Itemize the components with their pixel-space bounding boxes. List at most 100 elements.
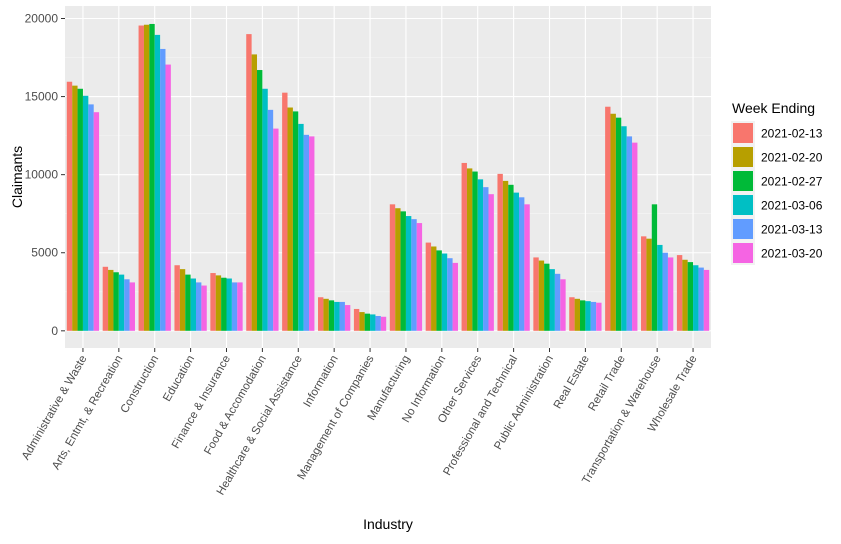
bar: [190, 278, 196, 331]
bar: [318, 297, 324, 331]
bar: [231, 282, 238, 331]
plot-panel: [65, 6, 711, 348]
x-tick-label: Professional and Technical: [442, 354, 521, 478]
bar: [698, 267, 704, 331]
x-tick-label: Education: [161, 354, 197, 404]
bar: [129, 282, 135, 331]
legend-swatch: [733, 123, 753, 143]
y-tick-label: 15000: [25, 90, 59, 104]
legend: Week Ending 2021-02-13 2021-02-20 2021-02-…: [731, 100, 823, 265]
x-tick-label: Administrative & Waste: [20, 354, 90, 463]
bar: [334, 301, 340, 331]
bar: [215, 275, 222, 331]
bar: [687, 262, 694, 331]
bar: [477, 179, 484, 331]
bar: [165, 64, 171, 331]
bar: [389, 204, 396, 331]
y-axis-title: Claimants: [9, 146, 25, 208]
bar: [405, 216, 412, 331]
bar: [262, 88, 268, 331]
bar: [676, 255, 683, 331]
bar: [375, 315, 381, 331]
bar: [651, 204, 658, 331]
bar: [108, 269, 114, 331]
bar: [416, 223, 423, 331]
bar: [143, 24, 150, 331]
bar: [323, 298, 329, 331]
bar: [309, 136, 315, 331]
bar: [590, 301, 597, 331]
bar: [610, 113, 616, 331]
bar: [66, 81, 73, 331]
bar: [544, 263, 550, 331]
bar: [524, 204, 530, 331]
legend-title: Week Ending: [732, 100, 815, 116]
bar: [292, 111, 299, 331]
x-tick-label: Information: [302, 354, 341, 410]
bar: [257, 70, 263, 331]
bar: [210, 273, 216, 331]
bar: [328, 300, 335, 331]
bar: [513, 192, 519, 331]
bar: [605, 106, 611, 331]
bar: [273, 128, 279, 331]
bar: [626, 136, 633, 331]
bar: [113, 272, 119, 331]
bar: [160, 48, 166, 331]
bar: [267, 109, 274, 331]
x-tick-label: Management of Companies: [296, 353, 377, 482]
bar: [667, 257, 674, 331]
minor-gridlines: [65, 57, 711, 293]
bar: [657, 244, 663, 331]
legend-swatch: [733, 243, 753, 263]
y-tick-label: 0: [51, 324, 58, 338]
bar: [282, 92, 288, 331]
legend-label: 2021-02-13: [761, 127, 823, 141]
bar: [400, 211, 406, 331]
bar: [303, 134, 310, 331]
bar: [560, 279, 566, 331]
bar: [580, 300, 586, 331]
bar: [179, 269, 186, 331]
bar: [472, 171, 478, 331]
bar: [596, 302, 602, 331]
bar: [518, 197, 525, 331]
y-tick-label: 10000: [25, 168, 59, 182]
bar: [359, 312, 365, 331]
bar: [411, 219, 417, 331]
x-tick-label: Arts, Entmt, & Recreation: [50, 354, 125, 472]
bar: [615, 117, 622, 331]
bar: [339, 301, 345, 331]
bar: [569, 297, 575, 331]
bar: [574, 298, 581, 331]
bar: [102, 266, 109, 331]
x-axis-title: Industry: [363, 516, 413, 532]
bar: [154, 34, 161, 331]
bar: [88, 104, 94, 331]
bar: [185, 274, 191, 331]
bar: [82, 95, 89, 331]
bar: [533, 257, 539, 331]
legend-label: 2021-03-13: [761, 223, 823, 237]
bar: [461, 162, 467, 331]
bar: [549, 269, 555, 331]
legend-swatch: [733, 171, 753, 191]
legend-swatch: [733, 147, 753, 167]
bar: [118, 274, 125, 331]
bar: [488, 194, 494, 331]
bar: [201, 285, 207, 331]
bar: [502, 180, 509, 331]
bar: [149, 23, 155, 331]
legend-label: 2021-02-20: [761, 151, 823, 165]
bar: [77, 88, 83, 331]
bar: [251, 54, 258, 331]
bar: [662, 252, 668, 331]
bar: [138, 25, 144, 331]
bar: [483, 187, 489, 331]
bar: [447, 258, 453, 331]
bar: [425, 242, 432, 331]
bar: [298, 123, 304, 331]
bar: [174, 265, 180, 331]
